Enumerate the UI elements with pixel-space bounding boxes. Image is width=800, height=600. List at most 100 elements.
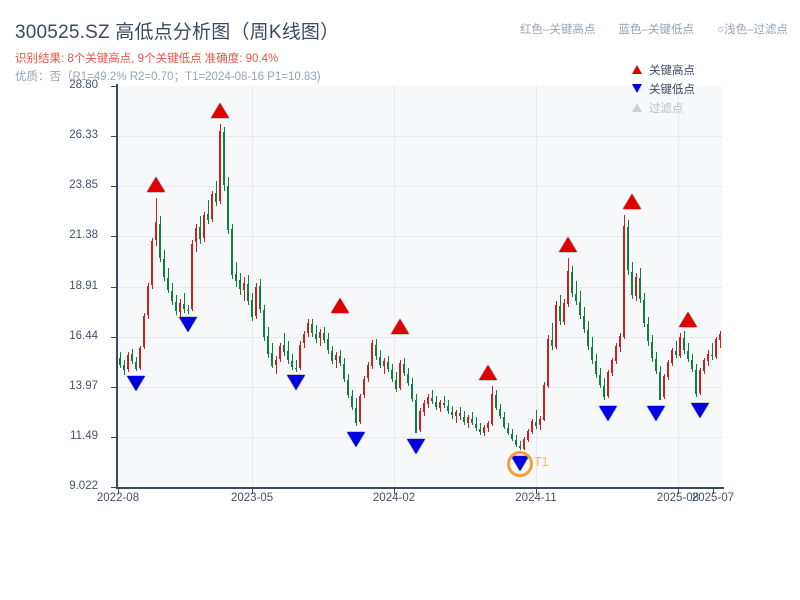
candle-body	[378, 356, 382, 365]
t1-annotation-label: T1	[534, 455, 549, 470]
candle-body	[510, 433, 514, 439]
key-high-marker[interactable]	[479, 365, 497, 381]
legend-item-key-low[interactable]: 关键低点	[628, 79, 724, 98]
header-legend: 红色–关键高点 蓝色–关键低点 ○浅色–过滤点	[520, 21, 788, 37]
candle-body	[142, 316, 146, 347]
candle-body	[130, 353, 134, 361]
candle-body	[342, 363, 346, 379]
key-low-marker[interactable]	[599, 406, 617, 422]
candle-body	[206, 213, 210, 220]
candle-body	[286, 350, 290, 360]
triangle-down-blue-icon	[628, 84, 646, 93]
legend-label-filtered: 过滤点	[649, 102, 684, 115]
candle-body	[490, 394, 494, 424]
candle-body	[398, 362, 402, 389]
candle-body	[310, 324, 314, 334]
candle-body	[410, 384, 414, 400]
legend-item-key-high[interactable]: 关键高点	[628, 60, 724, 79]
key-low-marker[interactable]	[287, 374, 305, 390]
candle-body	[602, 386, 606, 398]
candle-body	[646, 324, 650, 342]
plot-legend: 关键高点 关键低点 过滤点	[628, 60, 724, 117]
candle-body	[578, 301, 582, 316]
key-low-marker[interactable]	[407, 438, 425, 454]
candle-wick	[551, 323, 553, 350]
y-axis-tick-mark	[111, 286, 116, 288]
key-high-marker[interactable]	[147, 176, 165, 192]
key-low-marker[interactable]	[691, 403, 709, 419]
key-low-marker[interactable]	[647, 406, 665, 422]
candle-body	[478, 428, 482, 432]
y-axis-tick-label: 23.85	[69, 179, 98, 192]
key-high-marker[interactable]	[331, 298, 349, 314]
candle-body	[458, 413, 462, 417]
x-axis-tick-mark	[712, 489, 714, 494]
key-low-marker[interactable]	[347, 431, 365, 447]
x-axis-tick-label: 2025-08	[656, 492, 700, 504]
gridline-horizontal	[118, 136, 722, 138]
key-low-marker[interactable]	[179, 317, 197, 333]
key-high-marker[interactable]	[623, 193, 641, 209]
candle-body	[338, 355, 342, 363]
candle-body	[442, 403, 446, 406]
candle-wick	[443, 396, 445, 409]
candle-body	[506, 427, 510, 433]
key-high-marker[interactable]	[679, 312, 697, 328]
key-high-marker[interactable]	[559, 237, 577, 253]
candle-body	[250, 299, 254, 318]
candle-body	[482, 426, 486, 433]
candle-body	[526, 430, 530, 440]
candle-body	[202, 214, 206, 239]
candle-body	[702, 359, 706, 371]
candlestick-plot-area[interactable]: T1	[118, 86, 722, 487]
candle-body	[390, 369, 394, 379]
candle-body	[642, 299, 646, 324]
triangle-up-red-icon	[628, 65, 646, 74]
gridline-horizontal	[118, 186, 722, 188]
candle-body	[522, 438, 526, 449]
legend-item-filtered[interactable]: 过滤点	[628, 98, 724, 117]
candle-body	[698, 369, 702, 394]
key-high-marker[interactable]	[211, 102, 229, 118]
candle-body	[610, 359, 614, 373]
candle-body	[414, 400, 418, 433]
candle-body	[582, 316, 586, 330]
x-axis-tick-label: 2024-02	[372, 492, 416, 504]
x-axis-tick-mark	[394, 489, 396, 494]
candle-body	[270, 352, 274, 366]
y-axis-tick-mark	[111, 436, 116, 438]
candle-body	[230, 228, 234, 275]
candle-body	[306, 323, 310, 334]
gridline-vertical	[535, 86, 537, 487]
candle-body	[322, 333, 326, 341]
key-high-marker[interactable]	[391, 319, 409, 335]
candle-body	[366, 364, 370, 378]
candle-body	[518, 445, 522, 448]
gridline-horizontal	[118, 286, 722, 288]
candle-body	[330, 350, 334, 361]
candle-body	[658, 371, 662, 401]
candle-wick	[187, 304, 189, 315]
header-legend-low: 蓝色–关键低点	[618, 24, 694, 36]
candle-body	[318, 332, 322, 339]
candle-body	[662, 375, 666, 398]
key-low-marker[interactable]	[127, 375, 145, 391]
candle-body	[134, 361, 138, 369]
x-axis-tick-mark	[677, 489, 679, 494]
candle-body	[542, 385, 546, 420]
header-legend-high: 红色–关键高点	[519, 24, 596, 36]
candle-body	[606, 371, 610, 397]
candle-body	[174, 301, 178, 312]
y-axis-tick-label: 16.44	[69, 329, 98, 342]
x-axis-tick-mark	[118, 489, 119, 494]
y-axis-tick-label: 9.022	[69, 480, 98, 492]
legend-label-key-low: 关键低点	[649, 83, 695, 96]
candle-body	[402, 363, 406, 373]
y-axis-tick-mark	[111, 487, 116, 488]
candle-body	[126, 354, 130, 369]
candle-wick	[335, 351, 337, 368]
candle-body	[654, 358, 658, 371]
candle-body	[154, 221, 158, 241]
candlestick-series	[118, 86, 722, 487]
candle-body	[670, 349, 674, 363]
